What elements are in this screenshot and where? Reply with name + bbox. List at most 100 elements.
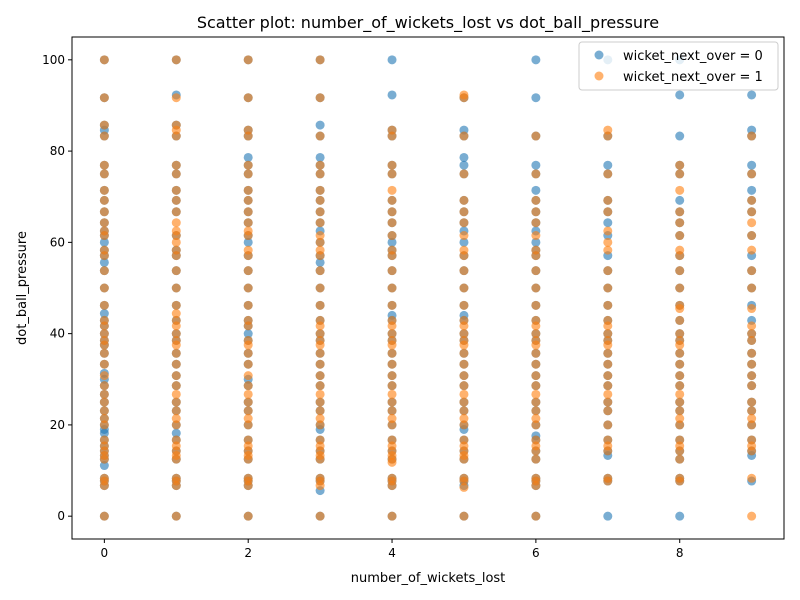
data-point-series-1	[99, 226, 109, 236]
y-tick-label: 20	[50, 418, 65, 432]
data-point-series-1	[747, 397, 757, 407]
data-point-series-1	[603, 266, 613, 276]
data-point-series-1	[99, 511, 109, 521]
data-point-series-1	[243, 245, 253, 255]
data-point-series-1	[531, 207, 541, 217]
data-point-series-1	[675, 371, 685, 381]
data-point-series-1	[99, 207, 109, 217]
data-point-series-1	[531, 397, 541, 407]
data-point-series-1	[171, 315, 181, 325]
data-point-series-1	[387, 169, 397, 179]
data-point-series-1	[747, 283, 757, 293]
data-point-series-1	[675, 329, 685, 339]
data-point-series-1	[387, 371, 397, 381]
data-point-series-1	[171, 406, 181, 416]
data-point-series-1	[171, 93, 181, 103]
data-point-series-1	[603, 315, 613, 325]
data-point-series-0	[675, 195, 685, 205]
data-point-series-1	[315, 335, 325, 345]
data-point-series-1	[459, 218, 469, 228]
data-point-series-1	[315, 435, 325, 445]
data-point-series-1	[315, 329, 325, 339]
data-point-series-1	[459, 389, 469, 399]
data-point-series-1	[459, 381, 469, 391]
data-point-series-1	[747, 511, 757, 521]
data-point-series-1	[747, 207, 757, 217]
data-point-series-1	[603, 420, 613, 430]
data-point-series-1	[99, 185, 109, 195]
data-point-series-1	[99, 160, 109, 170]
data-point-series-1	[243, 283, 253, 293]
data-point-series-1	[531, 266, 541, 276]
data-point-series-1	[675, 348, 685, 358]
data-point-series-0	[459, 237, 469, 247]
data-point-series-1	[99, 93, 109, 103]
x-tick-label: 4	[388, 546, 396, 560]
data-point-series-1	[387, 231, 397, 241]
data-point-series-1	[531, 371, 541, 381]
plot-frame	[71, 36, 785, 540]
legend-marker-series-0	[594, 50, 604, 60]
legend-label-series-1: wicket_next_over = 1	[623, 70, 763, 85]
data-point-series-1	[603, 359, 613, 369]
data-point-series-1	[387, 389, 397, 399]
data-point-series-1	[315, 131, 325, 141]
data-point-series-1	[387, 207, 397, 217]
data-point-series-1	[171, 389, 181, 399]
data-point-series-1	[747, 359, 757, 369]
data-point-series-1	[603, 435, 613, 445]
data-point-series-1	[99, 406, 109, 416]
data-point-series-1	[675, 389, 685, 399]
data-point-series-1	[387, 435, 397, 445]
data-point-series-1	[99, 266, 109, 276]
data-point-series-1	[531, 218, 541, 228]
data-point-series-1	[387, 414, 397, 424]
data-point-series-1	[315, 397, 325, 407]
data-point-series-1	[243, 207, 253, 217]
data-point-series-1	[315, 185, 325, 195]
data-point-series-1	[99, 348, 109, 358]
data-point-series-1	[171, 359, 181, 369]
data-point-series-1	[459, 335, 469, 345]
data-point-series-0	[459, 160, 469, 170]
data-point-series-1	[459, 266, 469, 276]
data-point-series-1	[171, 245, 181, 255]
data-point-series-1	[315, 218, 325, 228]
data-point-series-1	[747, 473, 757, 483]
data-point-series-1	[675, 207, 685, 217]
data-point-series-1	[675, 315, 685, 325]
data-point-series-1	[675, 300, 685, 310]
data-point-series-1	[387, 283, 397, 293]
data-point-series-1	[387, 359, 397, 369]
data-point-series-1	[387, 406, 397, 416]
data-point-series-1	[531, 283, 541, 293]
data-point-series-0	[387, 237, 397, 247]
data-point-series-1	[747, 131, 757, 141]
data-point-series-1	[243, 420, 253, 430]
data-point-series-1	[603, 397, 613, 407]
data-point-series-1	[171, 473, 181, 483]
data-point-series-1	[315, 511, 325, 521]
data-point-series-1	[387, 473, 397, 483]
data-point-series-0	[99, 309, 109, 319]
data-point-series-1	[603, 226, 613, 236]
data-point-series-1	[99, 329, 109, 339]
data-point-series-1	[315, 169, 325, 179]
data-point-series-1	[243, 93, 253, 103]
data-point-series-1	[243, 397, 253, 407]
data-point-series-1	[675, 160, 685, 170]
data-point-series-1	[603, 329, 613, 339]
x-axis: 0 2 4 6 8	[101, 539, 684, 560]
data-point-series-1	[459, 231, 469, 241]
data-point-series-1	[531, 406, 541, 416]
data-point-series-1	[531, 231, 541, 241]
data-point-series-1	[675, 397, 685, 407]
data-point-series-1	[315, 55, 325, 65]
data-point-series-1	[243, 226, 253, 236]
data-point-series-1	[603, 371, 613, 381]
data-point-series-1	[603, 300, 613, 310]
legend-box	[578, 41, 779, 91]
data-point-series-1	[459, 329, 469, 339]
data-point-series-1	[531, 335, 541, 345]
